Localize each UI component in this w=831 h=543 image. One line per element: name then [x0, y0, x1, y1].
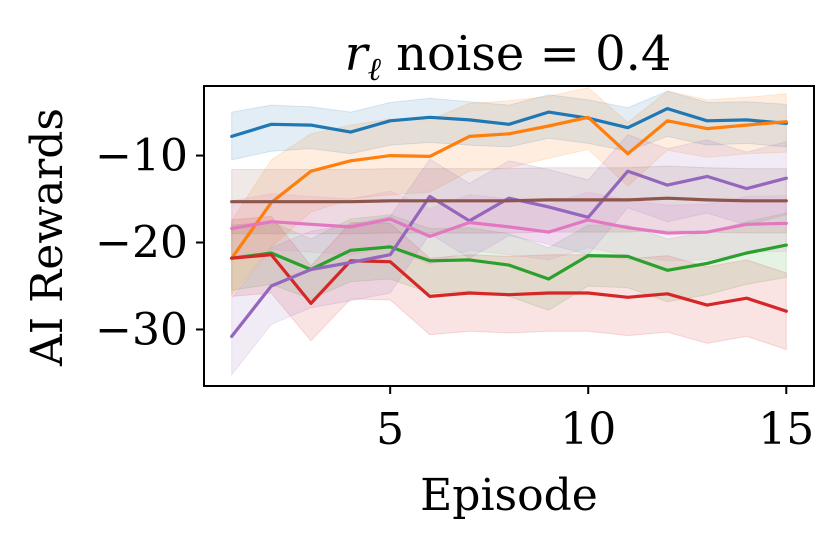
series-line-purple — [230, 169, 788, 338]
chart-title: rℓ noise = 0.4 — [345, 26, 672, 88]
y-axis-ticks: −10 −20 −30 — [95, 131, 204, 355]
band-purple — [231, 134, 787, 377]
title-subscript: ℓ — [368, 50, 382, 88]
series-line-green — [230, 243, 788, 281]
x-tick-label: 15 — [758, 404, 814, 455]
x-tick-label: 10 — [560, 404, 616, 455]
y-tick-label: −30 — [95, 304, 188, 355]
x-axis-ticks: 5 10 15 — [376, 386, 814, 455]
y-tick-label: −10 — [95, 131, 188, 182]
series-line-brown — [230, 196, 788, 204]
y-axis-label: AI Rewards — [22, 108, 73, 367]
y-tick-label: −20 — [95, 218, 188, 269]
series-line-orange — [230, 115, 788, 260]
series-line-red — [230, 253, 788, 313]
series-line-pink — [230, 217, 788, 238]
series-lines — [230, 106, 788, 338]
band-green — [231, 212, 787, 311]
x-axis-label: Episode — [420, 470, 598, 521]
plot-frame — [203, 85, 815, 387]
band-orange — [231, 87, 787, 297]
series-line-blue — [230, 106, 788, 138]
title-rest: noise = 0.4 — [381, 26, 672, 82]
x-tick-label: 5 — [376, 404, 404, 455]
title-symbol: r — [345, 26, 371, 82]
